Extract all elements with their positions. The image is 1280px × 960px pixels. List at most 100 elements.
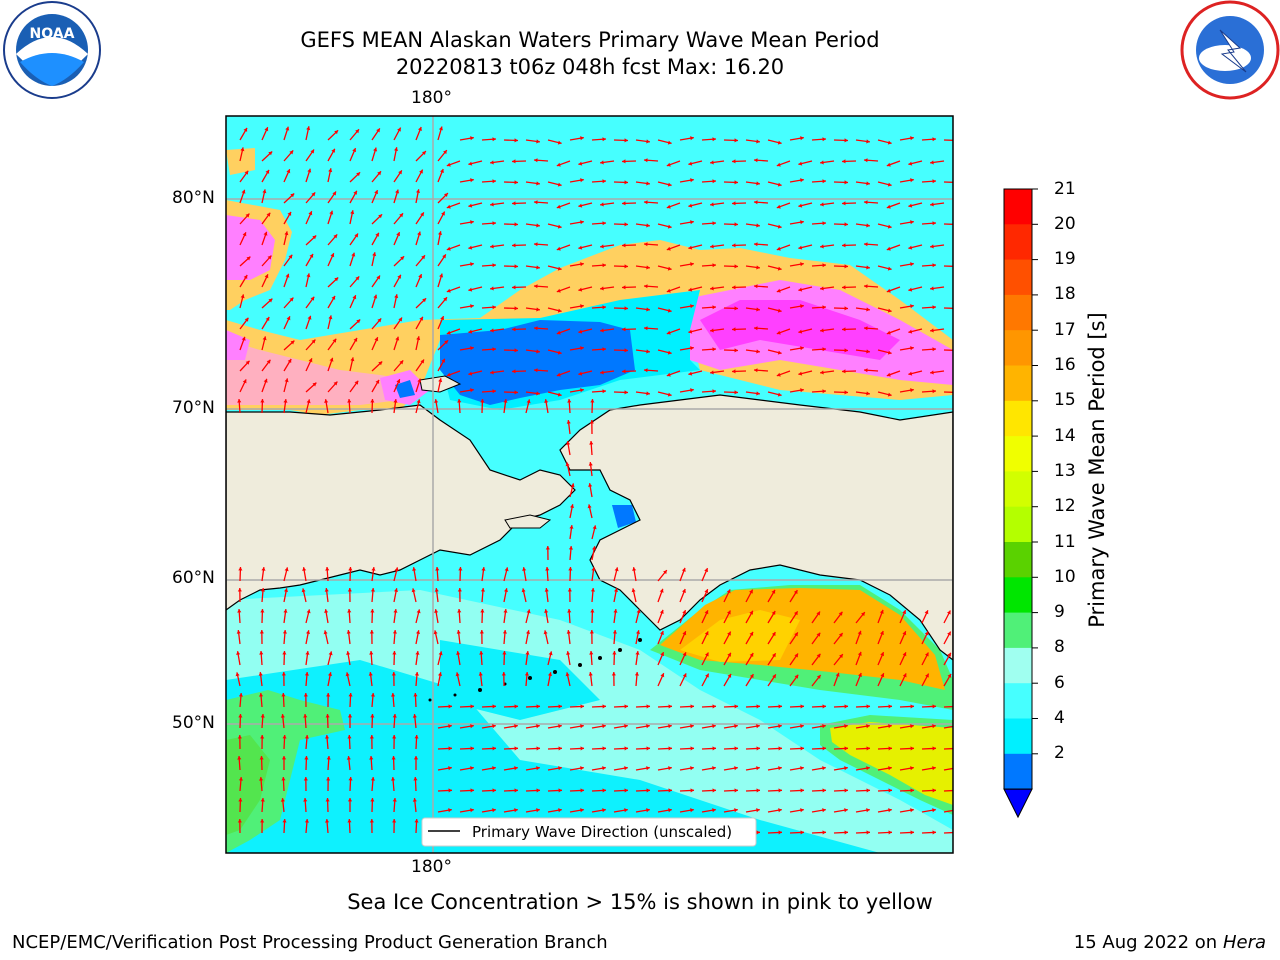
wave-direction-arrowhead [240, 294, 245, 299]
wave-direction-arrowhead [514, 138, 518, 143]
wave-direction-arrowhead [712, 766, 716, 771]
wave-direction-arrowhead [772, 653, 776, 658]
wave-direction-arrowhead [448, 788, 452, 793]
wave-direction-arrowhead [580, 766, 584, 771]
noaa-logo: NOAA [3, 1, 101, 99]
wave-direction-arrowhead [624, 180, 628, 185]
wave-direction-arrowhead [287, 211, 292, 216]
wave-direction-arrowhead [567, 399, 572, 403]
wave-direction-arrowhead [259, 756, 264, 760]
wave-direction-arrowhead [880, 652, 884, 657]
wave-direction-arrowhead [682, 652, 687, 657]
wave-direction-arrowhead [771, 632, 776, 637]
wave-direction-arrowhead [712, 389, 716, 394]
wave-direction-arrowhead [237, 588, 242, 592]
wave-direction-arrowhead [514, 746, 518, 751]
wave-direction-arrowhead [910, 220, 914, 225]
wave-direction-arrowhead [866, 704, 870, 709]
wave-direction-arrowhead [264, 274, 269, 279]
wave-direction-arrowhead [646, 139, 650, 144]
wave-direction-arrowhead [348, 567, 353, 571]
wave-direction-arrowhead [566, 420, 571, 424]
wave-direction-arrowhead [820, 202, 824, 207]
wave-direction-arrowhead [263, 231, 268, 236]
wave-direction-arrowhead [398, 317, 402, 322]
wave-direction-arrowhead [624, 138, 628, 143]
wave-direction-arrowhead [446, 330, 451, 335]
wave-direction-arrowhead [413, 777, 418, 781]
wave-direction-arrowhead [732, 243, 736, 248]
wave-direction-arrowhead [395, 189, 400, 194]
wave-direction-arrowhead [242, 379, 247, 384]
wave-direction-arrowhead [370, 714, 375, 718]
wave-direction-arrowhead [470, 346, 474, 351]
wave-direction-arrowhead [259, 693, 264, 697]
wave-direction-arrowhead [732, 369, 736, 374]
wave-direction-arrowhead [646, 808, 650, 813]
wave-direction-arrowhead [242, 232, 247, 237]
wave-direction-arrowhead [778, 724, 782, 729]
colorbar-segment [1004, 259, 1032, 296]
wave-direction-arrowhead [844, 766, 848, 771]
wave-direction-arrowhead [866, 746, 870, 751]
wave-direction-arrowhead [514, 390, 518, 395]
wave-direction-arrowhead [712, 347, 716, 352]
wave-direction-arrowhead [866, 349, 870, 354]
wave-direction-arrowhead [842, 327, 846, 332]
wave-direction-arrowhead [776, 330, 781, 335]
wave-direction-arrowhead [732, 201, 736, 206]
wave-direction-arrowhead [412, 798, 417, 802]
wave-direction-arrow [943, 725, 953, 729]
wave-direction-arrowhead [749, 653, 754, 657]
wave-direction-arrowhead [600, 370, 604, 375]
wave-direction-arrowhead [600, 328, 604, 333]
wave-direction-arrowhead [411, 588, 416, 593]
wave-direction-arrowhead [879, 609, 884, 614]
wave-direction-arrowhead [844, 348, 848, 353]
colorbar-segment [1004, 294, 1032, 331]
wave-direction-arrowhead [392, 651, 397, 655]
wave-direction-arrowhead [930, 202, 934, 207]
wave-direction-arrowhead [416, 336, 421, 341]
wave-direction-arrowhead [776, 372, 781, 377]
wave-direction-arrowhead [245, 213, 250, 218]
wave-direction-arrowhead [457, 588, 462, 592]
lat-label-60: 60°N [172, 568, 215, 588]
wave-direction-arrowhead [734, 808, 738, 813]
wave-direction-arrowhead [666, 246, 671, 251]
wave-direction-arrowhead [822, 788, 826, 793]
wave-direction-arrowhead [844, 390, 848, 395]
wave-direction-arrowhead [624, 390, 628, 395]
wave-direction-arrowhead [778, 788, 782, 793]
wave-direction-arrowhead [690, 788, 694, 793]
wave-direction-arrowhead [580, 346, 584, 351]
wave-direction-arrowhead [374, 337, 379, 342]
wave-direction-arrowhead [955, 306, 959, 310]
wave-direction-arrowhead [534, 326, 538, 331]
wave-direction-arrowhead [391, 777, 396, 781]
wave-direction-arrowhead [441, 211, 445, 216]
colorbar-tick-label: 15 [1054, 390, 1076, 411]
wave-direction-arrowhead [392, 714, 397, 718]
wave-direction-arrowhead [545, 546, 550, 550]
colorbar-segment [1004, 506, 1032, 543]
wave-direction-arrowhead [543, 630, 548, 635]
wave-direction-arrowhead [326, 693, 331, 697]
wave-direction-arrowhead [887, 140, 892, 145]
wave-direction-arrowhead [490, 286, 494, 291]
wave-direction-arrowhead [438, 651, 443, 656]
wave-direction-arrowhead [334, 277, 339, 282]
wave-direction-arrowhead [732, 285, 736, 290]
wave-direction-arrowhead [602, 347, 606, 352]
wave-direction-arrowhead [778, 808, 782, 813]
wave-direction-arrowhead [398, 170, 402, 175]
wave-direction-arrowhead [866, 808, 870, 813]
wave-direction-arrowhead [646, 724, 650, 729]
wave-direction-arrowhead [418, 274, 422, 279]
wave-direction-arrowhead [602, 808, 606, 813]
wave-direction-arrowhead [644, 284, 648, 289]
wave-direction-arrowhead [800, 808, 804, 813]
wave-direction-arrowhead [238, 567, 243, 571]
wave-direction-arrowhead [521, 588, 526, 593]
wave-direction-arrowhead [468, 287, 473, 292]
